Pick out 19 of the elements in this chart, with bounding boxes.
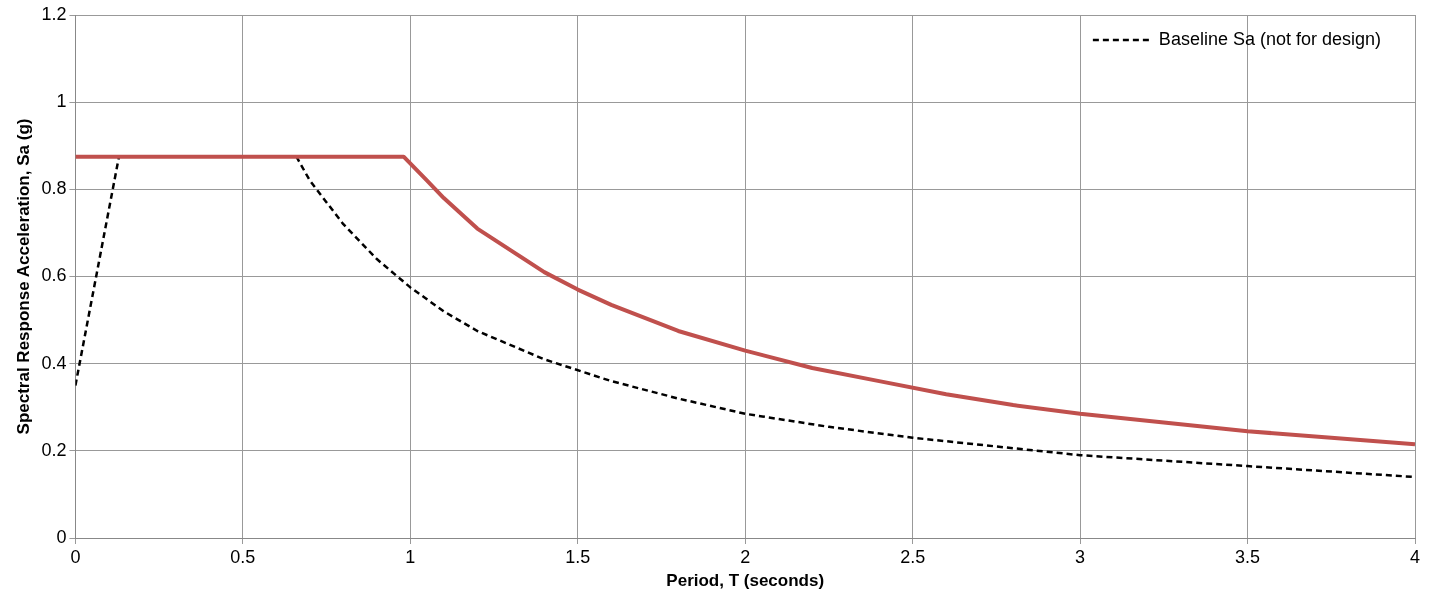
x-tick-label: 0	[70, 546, 81, 567]
y-axis-title: Spectral Response Acceleration, Sa (g)	[13, 118, 33, 435]
x-tick-label: 0.5	[230, 546, 256, 567]
x-tick-label: 3	[1075, 546, 1086, 567]
x-tick-label: 4	[1409, 546, 1421, 567]
x-tick-label: 2	[740, 546, 751, 567]
y-tick-label: 0.2	[41, 439, 67, 460]
legend-label: Baseline Sa (not for design)	[1158, 28, 1382, 49]
x-tick-label: 1.5	[565, 546, 591, 567]
y-tick-label: 1	[56, 91, 67, 112]
y-tick-label: 0.4	[41, 352, 67, 373]
y-tick-label: 0.6	[41, 265, 67, 286]
x-axis-title: Period, T (seconds)	[666, 571, 825, 591]
x-tick-label: 3.5	[1235, 546, 1261, 567]
y-tick-label: 0	[56, 526, 67, 547]
y-tick-label: 1.2	[41, 3, 67, 24]
x-tick-label: 1	[405, 546, 416, 567]
x-tick-label: 2.5	[900, 546, 926, 567]
y-tick-label: 0.8	[41, 178, 67, 199]
